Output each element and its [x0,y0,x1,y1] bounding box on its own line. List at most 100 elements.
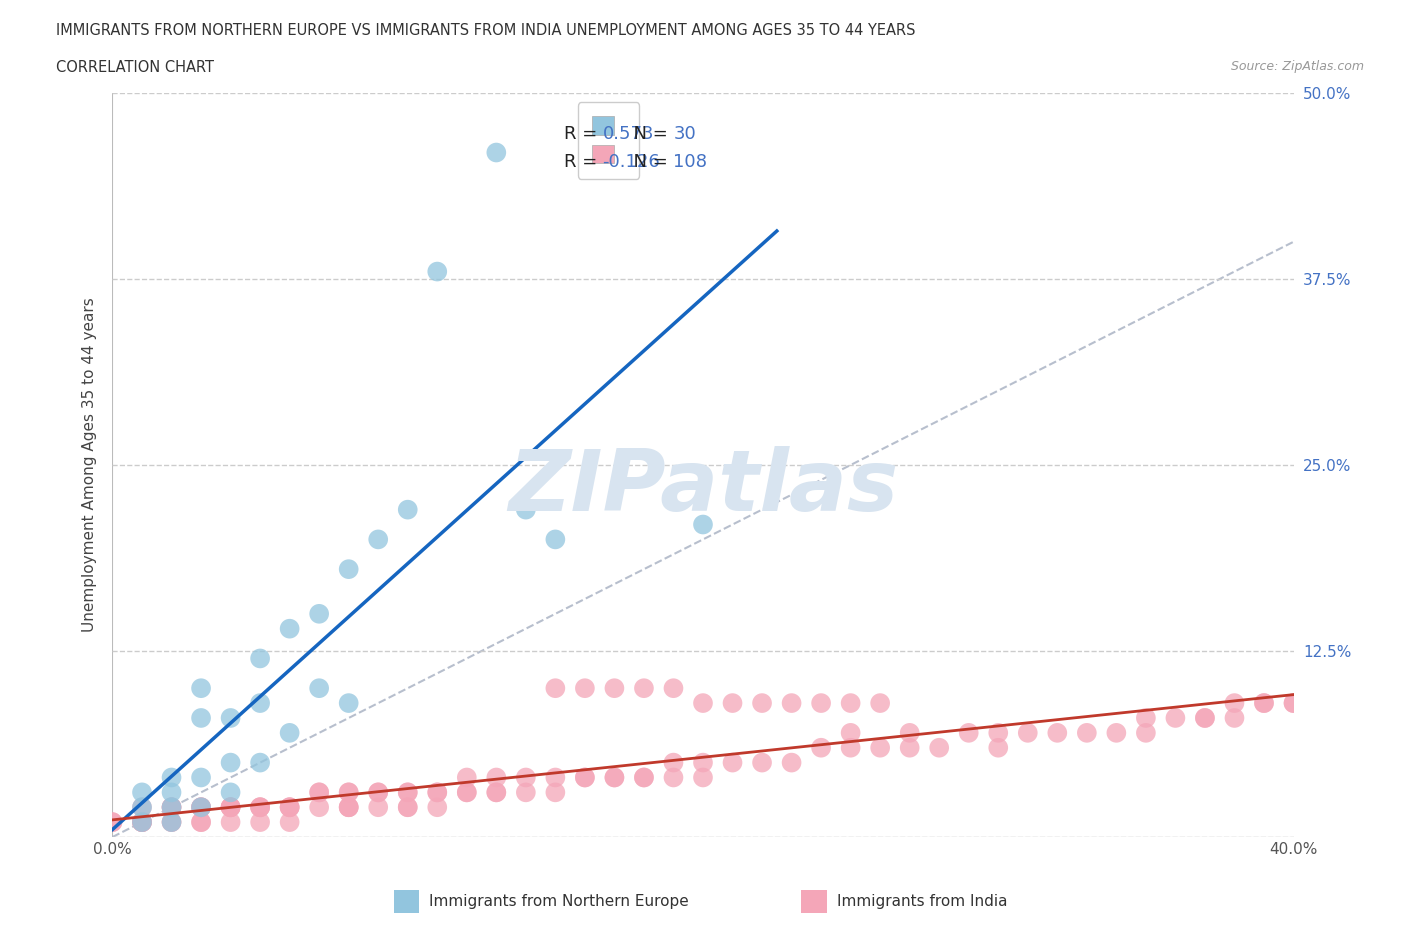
Point [367,785,389,800]
Point [544,785,567,800]
Point [337,562,360,577]
Point [515,502,537,517]
Point [839,725,862,740]
Point [1164,711,1187,725]
Point [898,740,921,755]
Point [810,740,832,755]
Point [160,800,183,815]
Point [603,770,626,785]
Point [160,800,183,815]
Point [1194,711,1216,725]
Text: 0.573: 0.573 [603,125,654,143]
Point [692,517,714,532]
Point [1135,725,1157,740]
Point [278,800,301,815]
Text: R =: R = [564,125,603,143]
Point [190,800,212,815]
Point [839,740,862,755]
Point [574,681,596,696]
Point [219,800,242,815]
Point [426,785,449,800]
Point [1282,696,1305,711]
Point [160,785,183,800]
Point [662,681,685,696]
Point [1253,696,1275,711]
Point [662,770,685,785]
Point [780,755,803,770]
Point [633,770,655,785]
Text: N =: N = [621,153,673,171]
Point [544,681,567,696]
Point [308,800,330,815]
Point [219,711,242,725]
Point [426,264,449,279]
Point [131,815,153,830]
Point [190,800,212,815]
Point [1253,696,1275,711]
Point [249,755,271,770]
Point [131,815,153,830]
Point [308,606,330,621]
Text: Immigrants from India: Immigrants from India [837,894,1007,909]
Point [249,815,271,830]
Text: N =: N = [621,125,673,143]
Point [219,800,242,815]
Point [160,815,183,830]
Text: CORRELATION CHART: CORRELATION CHART [56,60,214,75]
Point [219,800,242,815]
Point [308,785,330,800]
Point [426,800,449,815]
Point [1076,725,1098,740]
Point [544,770,567,785]
Point [160,815,183,830]
Point [131,785,153,800]
Point [190,815,212,830]
Point [190,681,212,696]
Point [396,502,419,517]
Point [485,145,508,160]
Point [219,800,242,815]
Point [1105,725,1128,740]
Point [308,785,330,800]
Point [131,800,153,815]
Point [278,800,301,815]
Point [337,800,360,815]
Point [190,800,212,815]
Point [456,770,478,785]
Point [780,696,803,711]
Point [574,770,596,785]
Point [101,815,124,830]
Text: 30: 30 [673,125,696,143]
Point [160,815,183,830]
Y-axis label: Unemployment Among Ages 35 to 44 years: Unemployment Among Ages 35 to 44 years [82,298,97,632]
Point [249,800,271,815]
Point [396,800,419,815]
Point [131,815,153,830]
Point [692,755,714,770]
Point [574,770,596,785]
Point [485,770,508,785]
Point [396,785,419,800]
Point [219,815,242,830]
Point [249,696,271,711]
Point [278,725,301,740]
Point [1282,696,1305,711]
Point [869,740,891,755]
Point [1017,725,1039,740]
Point [337,696,360,711]
Point [131,815,153,830]
Point [249,651,271,666]
Text: -0.126: -0.126 [603,153,661,171]
Point [219,755,242,770]
Point [721,755,744,770]
Point [131,800,153,815]
Point [278,621,301,636]
Point [426,785,449,800]
Point [1223,711,1246,725]
Point [662,755,685,770]
Point [603,770,626,785]
Point [957,725,980,740]
Point [485,785,508,800]
Point [1194,711,1216,725]
Point [278,800,301,815]
